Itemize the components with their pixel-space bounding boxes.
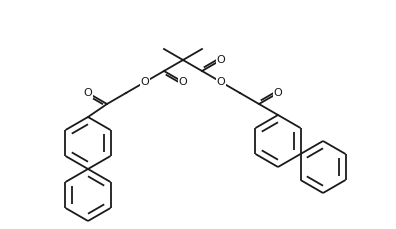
- Text: O: O: [217, 77, 225, 87]
- Text: O: O: [84, 88, 92, 98]
- Text: O: O: [179, 77, 187, 87]
- Text: O: O: [217, 55, 225, 65]
- Text: O: O: [274, 88, 282, 98]
- Text: O: O: [141, 77, 149, 87]
